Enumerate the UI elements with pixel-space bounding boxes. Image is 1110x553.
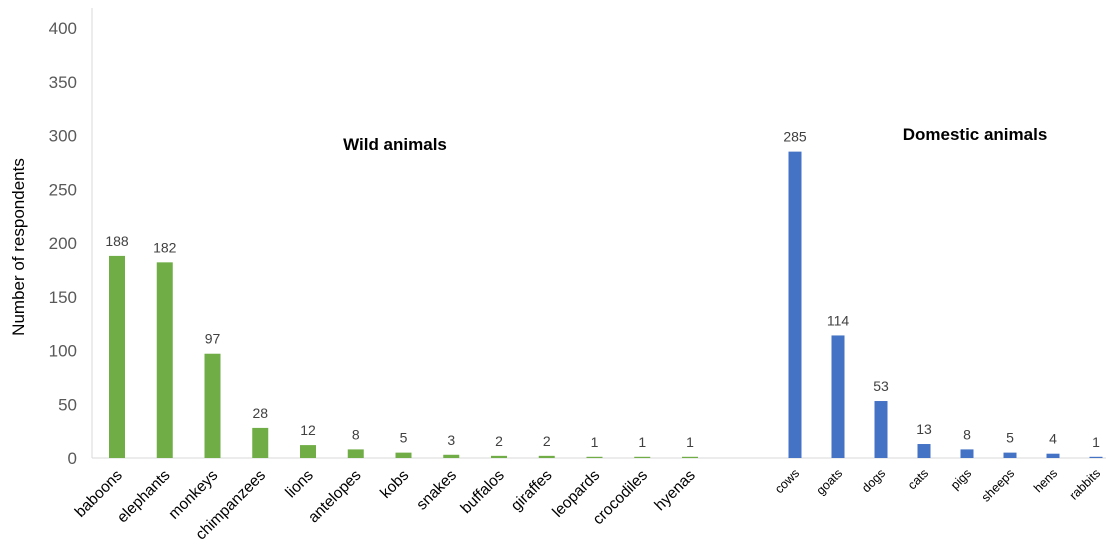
bar-buffalos <box>491 455 507 458</box>
x-tick-label-pigs: pigs <box>948 466 974 492</box>
data-label-snakes: 3 <box>447 432 455 448</box>
y-axis-label: Number of respondents <box>9 158 28 336</box>
data-label-dogs: 53 <box>873 378 889 394</box>
x-tick-label-dogs: dogs <box>859 466 888 495</box>
bar-chimpanzees <box>252 427 269 458</box>
data-label-elephants: 182 <box>153 239 177 255</box>
bar-sheeps <box>1003 452 1017 458</box>
bar-antelopes <box>347 449 364 458</box>
bar-goats <box>831 335 845 458</box>
y-tick-label: 350 <box>49 73 77 92</box>
x-tick-label-antelopes: antelopes <box>305 467 365 527</box>
x-tick-label-snakes: snakes <box>413 467 460 514</box>
x-tick-label-goats: goats <box>814 466 846 498</box>
y-tick-label: 400 <box>49 19 77 38</box>
data-label-pigs: 8 <box>963 426 971 442</box>
bar-crocodiles <box>634 456 651 458</box>
data-label-buffalos: 2 <box>495 433 503 449</box>
bar-cows <box>788 151 802 458</box>
bar-pigs <box>960 449 974 458</box>
bar-rabbits <box>1089 456 1103 458</box>
bar-baboons <box>109 255 125 458</box>
x-tick-label-buffalos: buffalos <box>458 467 508 517</box>
data-label-rabbits: 1 <box>1092 434 1100 450</box>
data-label-cows: 285 <box>783 129 807 145</box>
data-label-hens: 4 <box>1049 431 1057 447</box>
bar-giraffes <box>538 455 555 458</box>
data-label-monkeys: 97 <box>205 331 221 347</box>
data-label-goats: 114 <box>827 312 850 328</box>
data-label-antelopes: 8 <box>352 426 360 442</box>
x-tick-label-cows: cows <box>772 466 802 496</box>
y-tick-label: 0 <box>68 449 77 468</box>
bar-leopards <box>586 456 603 458</box>
bar-hyenas <box>682 456 698 458</box>
bar-hens <box>1046 453 1060 458</box>
group-title-domestic: Domestic animals <box>903 125 1048 144</box>
data-label-cats: 13 <box>916 421 932 437</box>
data-label-hyenas: 1 <box>686 434 694 450</box>
data-label-baboons: 188 <box>105 233 129 249</box>
data-label-chimpanzees: 28 <box>252 405 268 421</box>
bar-cats <box>917 444 931 458</box>
bar-snakes <box>443 454 460 458</box>
data-label-crocodiles: 1 <box>638 434 646 450</box>
data-label-sheeps: 5 <box>1006 430 1014 446</box>
y-tick-label: 300 <box>49 127 77 146</box>
bar-elephants <box>156 262 173 458</box>
x-tick-label-kobs: kobs <box>377 467 412 502</box>
bar-kobs <box>395 452 412 458</box>
x-tick-label-lions: lions <box>282 467 317 502</box>
y-tick-label: 250 <box>49 180 77 199</box>
y-tick-label: 200 <box>49 234 77 253</box>
y-tick-label: 50 <box>58 395 77 414</box>
y-tick-label: 150 <box>49 288 77 307</box>
y-tick-label: 100 <box>49 342 77 361</box>
x-tick-label-elephants: elephants <box>114 467 174 527</box>
x-tick-label-hens: hens <box>1031 466 1060 495</box>
bar-monkeys <box>204 353 221 458</box>
x-tick-label-giraffes: giraffes <box>508 467 556 515</box>
bar-dogs <box>874 401 888 458</box>
x-tick-label-hyenas: hyenas <box>651 467 699 515</box>
x-tick-label-sheeps: sheeps <box>979 466 1017 504</box>
x-tick-label-cats: cats <box>905 466 931 492</box>
x-tick-label-rabbits: rabbits <box>1067 466 1103 502</box>
data-label-kobs: 5 <box>400 430 408 446</box>
data-label-lions: 12 <box>300 422 316 438</box>
group-title-wild: Wild animals <box>343 135 447 154</box>
bar-lions <box>300 445 316 458</box>
data-label-giraffes: 2 <box>543 433 551 449</box>
data-label-leopards: 1 <box>591 434 599 450</box>
